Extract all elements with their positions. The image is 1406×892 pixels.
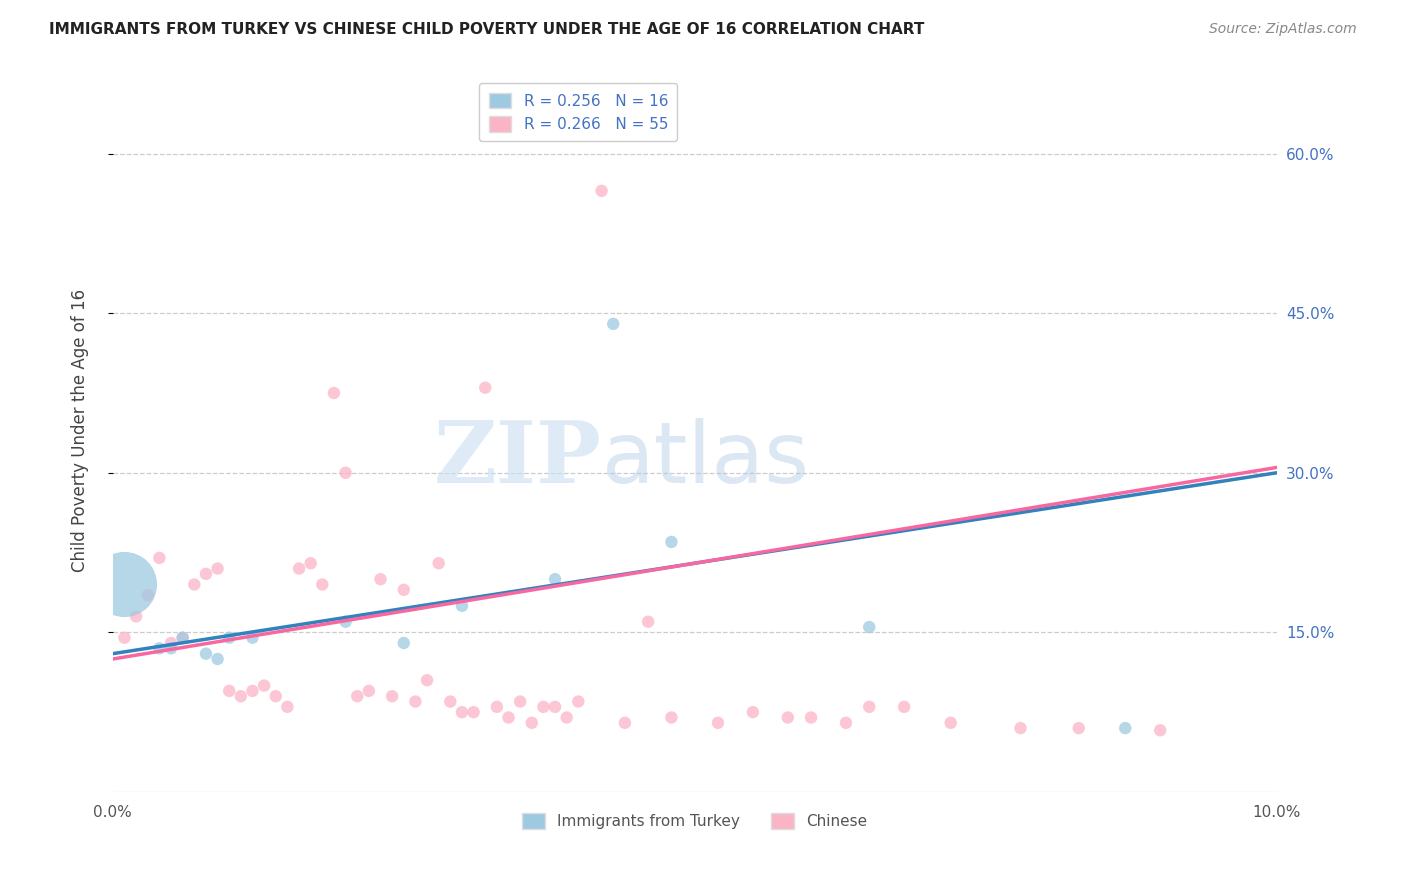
Point <box>463 705 485 719</box>
Point <box>509 694 531 708</box>
Point <box>207 561 229 575</box>
Point <box>346 690 368 704</box>
Point <box>392 582 415 597</box>
Point <box>242 684 264 698</box>
Point <box>835 715 858 730</box>
Point <box>591 184 613 198</box>
Point <box>776 710 799 724</box>
Point <box>276 699 298 714</box>
Text: atlas: atlas <box>602 417 810 500</box>
Point <box>172 631 194 645</box>
Point <box>172 631 194 645</box>
Point <box>567 694 589 708</box>
Point <box>1010 721 1032 735</box>
Point <box>264 690 287 704</box>
Point <box>451 599 474 613</box>
Text: ZIP: ZIP <box>434 417 602 501</box>
Point <box>498 710 520 724</box>
Point <box>114 577 136 591</box>
Point <box>800 710 823 724</box>
Point <box>370 572 392 586</box>
Point <box>160 636 183 650</box>
Point <box>474 381 496 395</box>
Point <box>148 550 170 565</box>
Point <box>613 715 636 730</box>
Point <box>1149 723 1171 738</box>
Point <box>893 699 915 714</box>
Point <box>858 699 880 714</box>
Point <box>427 556 450 570</box>
Point <box>637 615 659 629</box>
Point <box>858 620 880 634</box>
Point <box>707 715 730 730</box>
Point <box>602 317 624 331</box>
Point <box>194 647 217 661</box>
Point <box>381 690 404 704</box>
Point <box>544 572 567 586</box>
Point <box>520 715 543 730</box>
Point <box>288 561 311 575</box>
Point <box>253 679 276 693</box>
Point <box>136 588 159 602</box>
Point <box>416 673 439 688</box>
Point <box>357 684 380 698</box>
Text: IMMIGRANTS FROM TURKEY VS CHINESE CHILD POVERTY UNDER THE AGE OF 16 CORRELATION : IMMIGRANTS FROM TURKEY VS CHINESE CHILD … <box>49 22 925 37</box>
Point <box>194 566 217 581</box>
Text: Source: ZipAtlas.com: Source: ZipAtlas.com <box>1209 22 1357 37</box>
Point <box>485 699 508 714</box>
Point <box>335 615 357 629</box>
Y-axis label: Child Poverty Under the Age of 16: Child Poverty Under the Age of 16 <box>72 289 89 572</box>
Point <box>939 715 962 730</box>
Point <box>1067 721 1090 735</box>
Point <box>741 705 763 719</box>
Point <box>451 705 474 719</box>
Legend: Immigrants from Turkey, Chinese: Immigrants from Turkey, Chinese <box>516 806 873 835</box>
Point <box>125 609 148 624</box>
Point <box>323 386 346 401</box>
Point <box>544 699 567 714</box>
Point <box>661 710 683 724</box>
Point <box>1114 721 1136 735</box>
Point <box>229 690 252 704</box>
Point <box>311 577 333 591</box>
Point <box>404 694 426 708</box>
Point <box>335 466 357 480</box>
Point <box>555 710 578 724</box>
Point <box>242 631 264 645</box>
Point <box>531 699 554 714</box>
Point <box>439 694 461 708</box>
Point <box>392 636 415 650</box>
Point <box>661 535 683 549</box>
Point <box>218 684 240 698</box>
Point <box>114 631 136 645</box>
Point <box>148 641 170 656</box>
Point <box>183 577 205 591</box>
Point <box>299 556 322 570</box>
Point <box>207 652 229 666</box>
Point <box>218 631 240 645</box>
Point <box>160 641 183 656</box>
